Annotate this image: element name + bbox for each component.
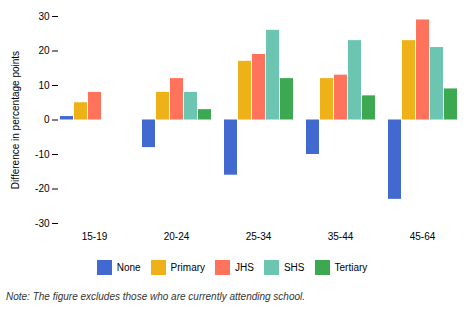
svg-text:30: 30 <box>38 11 50 22</box>
svg-text:35-44: 35-44 <box>328 231 354 242</box>
svg-text:-30: -30 <box>35 218 50 229</box>
html-text:Note: The figure excludes thos: Note: The figure excludes those who are … <box>6 291 306 302</box>
svg-text:20: 20 <box>38 45 50 56</box>
svg-text:-20: -20 <box>35 183 50 194</box>
svg-text:-10: -10 <box>35 149 50 160</box>
svg-text:15-19: 15-19 <box>82 231 108 242</box>
html-text:None: None <box>116 262 141 273</box>
svg-text:Difference in percentage point: Difference in percentage points <box>10 51 21 189</box>
svg-text:0: 0 <box>44 114 50 125</box>
html-text:SHS: SHS <box>284 262 305 273</box>
svg-text:10: 10 <box>38 80 50 91</box>
svg-text:45-64: 45-64 <box>410 231 436 242</box>
html-text:Tertiary: Tertiary <box>334 262 368 273</box>
html-text:Primary: Primary <box>170 262 205 273</box>
html-text:JHS: JHS <box>235 262 254 273</box>
svg-text:25-34: 25-34 <box>246 231 272 242</box>
svg-text:20-24: 20-24 <box>164 231 190 242</box>
